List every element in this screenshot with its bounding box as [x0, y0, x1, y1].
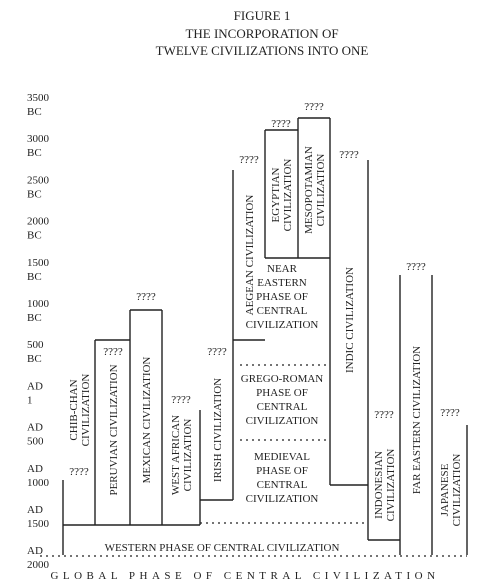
time-label: AD: [27, 380, 43, 392]
civilization-label: INDIC CIVILIZATION: [344, 267, 356, 373]
time-label: BC: [27, 271, 42, 283]
phase-label: GREGO-ROMAN: [241, 373, 324, 385]
civilization-label: INDONESIAN: [373, 451, 385, 519]
civilization-label: CIVILIZATION: [80, 374, 92, 447]
time-label: 1000: [27, 477, 50, 489]
civilization-label: CHIB-CHAN: [68, 379, 80, 440]
phase-label: EASTERN: [257, 277, 307, 289]
time-label: BC: [27, 147, 42, 159]
origin-unknown: ????: [304, 101, 324, 113]
figure-label: FIGURE 1: [234, 8, 291, 23]
origin-unknown: ????: [171, 394, 191, 406]
time-label: AD: [27, 504, 43, 516]
time-label: BC: [27, 230, 42, 242]
civilization-label: CIVILIZATION: [182, 419, 194, 492]
time-label: 500: [27, 339, 44, 351]
civilization-label: CIVILIZATION: [315, 154, 327, 227]
time-label: BC: [27, 353, 42, 365]
civilization-label: IRISH CIVILIZATION: [212, 378, 224, 482]
time-label: AD: [27, 422, 43, 434]
civilization-label: CIVILIZATION: [282, 159, 294, 232]
phase-label: PHASE OF: [256, 291, 308, 303]
phase-label: CIVILIZATION: [246, 415, 319, 427]
time-label: BC: [27, 106, 42, 118]
time-label: BC: [27, 188, 42, 200]
phase-label: CIVILIZATION: [246, 493, 319, 505]
phase-label: NEAR: [267, 263, 298, 275]
civilization-label: CIVILIZATION: [385, 449, 397, 522]
time-label: 2500: [27, 174, 50, 186]
phase-label: CIVILIZATION: [246, 319, 319, 331]
time-label: 500: [27, 436, 44, 448]
origin-unknown: ????: [239, 154, 259, 166]
origin-unknown: ????: [69, 466, 89, 478]
origin-unknown: ????: [374, 409, 394, 421]
title: THE INCORPORATION OF: [185, 26, 338, 41]
time-label: 1500: [27, 257, 50, 269]
origin-unknown: ????: [406, 261, 426, 273]
phase-label: PHASE OF: [256, 387, 308, 399]
origin-unknown: ????: [271, 118, 291, 130]
origin-unknown: ????: [103, 346, 123, 358]
phase-label: CENTRAL: [257, 305, 308, 317]
origin-unknown: ????: [339, 149, 359, 161]
civilization-label: PERUVIAN CIVILIZATION: [108, 364, 120, 495]
civilization-label: CIVILIZATION: [451, 454, 463, 527]
time-label: BC: [27, 312, 42, 324]
origin-unknown: ????: [136, 291, 156, 303]
time-label: AD: [27, 545, 43, 557]
phase-label: CENTRAL: [257, 479, 308, 491]
time-label: 3500: [27, 92, 50, 104]
time-label: AD: [27, 463, 43, 475]
time-label: 1500: [27, 518, 50, 530]
civilization-label: AEGEAN CIVILIZATION: [244, 195, 256, 316]
labels: 3500BC3000BC2500BC2000BC1500BC1000BC500B…: [27, 92, 463, 582]
time-label: 3000: [27, 133, 50, 145]
phase-label: MEDIEVAL: [254, 451, 310, 463]
time-label: 1: [27, 394, 33, 406]
phase-label: CENTRAL: [257, 401, 308, 413]
civilization-label: EGYPTIAN: [270, 167, 282, 222]
structure: [40, 117, 468, 557]
phase-label: PHASE OF: [256, 465, 308, 477]
civilization-label: MESOPOTAMIAN: [303, 146, 315, 234]
title: TWELVE CIVILIZATIONS INTO ONE: [156, 43, 369, 58]
phase-label: WESTERN PHASE OF CENTRAL CIVILIZATION: [105, 542, 340, 554]
civilization-label: JAPANESE: [439, 463, 451, 516]
time-label: 2000: [27, 216, 50, 228]
phase-label: GLOBAL PHASE OF CENTRAL CIVILIZATION: [50, 570, 439, 582]
civilization-label: MEXICAN CIVILIZATION: [141, 357, 153, 484]
civilization-label: FAR EASTERN CIVILIZATION: [411, 346, 423, 494]
origin-unknown: ????: [440, 407, 460, 419]
time-label: 1000: [27, 298, 50, 310]
origin-unknown: ????: [207, 346, 227, 358]
time-label: 2000: [27, 559, 50, 571]
civilization-label: WEST AFRICAN: [170, 415, 182, 495]
